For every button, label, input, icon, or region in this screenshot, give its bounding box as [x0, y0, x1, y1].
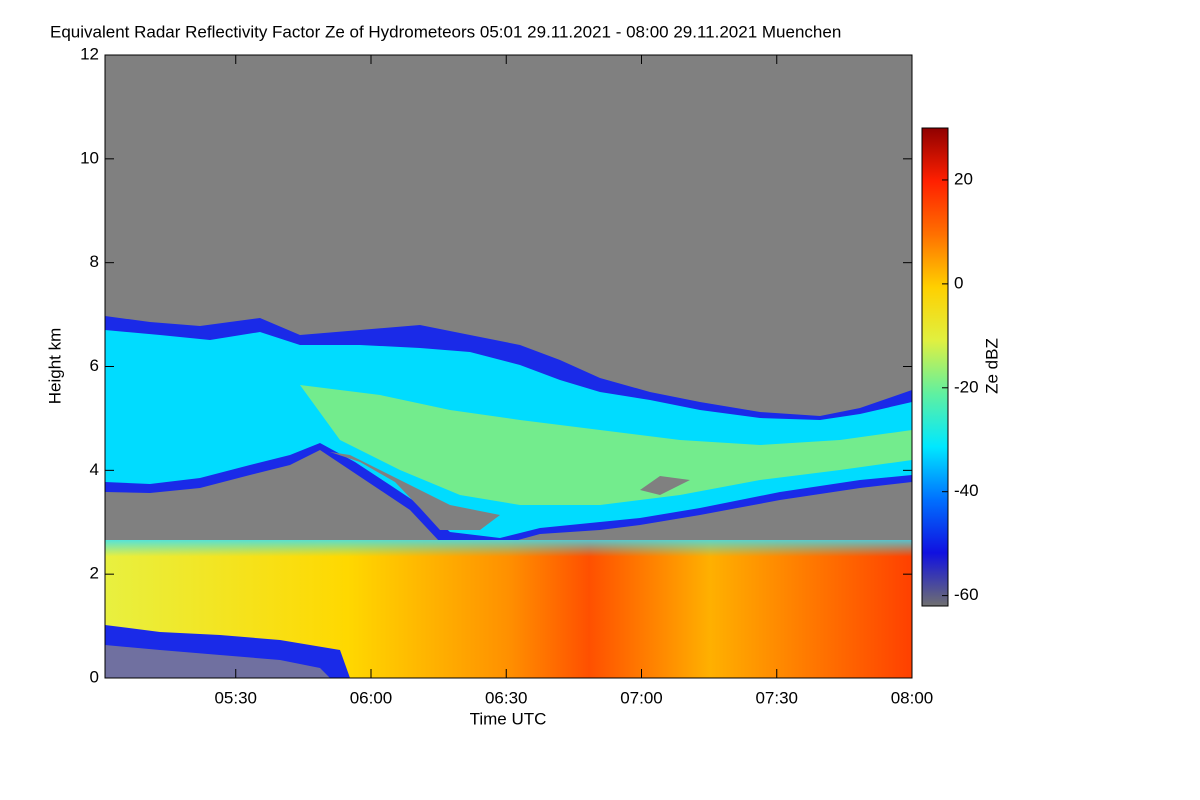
- colorbar: [921, 127, 949, 607]
- x-tick-label: 07:00: [620, 688, 663, 707]
- y-tick-label: 10: [80, 148, 99, 167]
- x-tick-label: 06:30: [485, 688, 528, 707]
- y-tick-label: 12: [80, 44, 99, 63]
- y-tick-label: 8: [90, 252, 99, 271]
- colorbar-tick-label: -60: [954, 585, 979, 604]
- y-axis-label: Height km: [45, 328, 64, 405]
- x-tick-label: 06:00: [350, 688, 393, 707]
- y-tick-label: 4: [90, 460, 99, 479]
- upper-cloud-core: [300, 385, 912, 505]
- colorbar-tick-label: 0: [954, 273, 963, 292]
- colorbar-label: Ze dBZ: [982, 338, 1001, 394]
- y-tick-label: 0: [90, 667, 99, 686]
- colorbar-tick-label: -40: [954, 481, 979, 500]
- y-tick-label: 6: [90, 356, 99, 375]
- lower-layer-base-gray: [105, 645, 330, 678]
- x-tick-label: 08:00: [891, 688, 934, 707]
- chart-title: Equivalent Radar Reflectivity Factor Ze …: [50, 22, 841, 41]
- cloud-gap: [330, 452, 500, 530]
- x-tick-label: 05:30: [214, 688, 257, 707]
- x-axis-label: Time UTC: [470, 709, 547, 728]
- y-tick-label: 2: [90, 564, 99, 583]
- colorbar-tick-label: 20: [954, 169, 973, 188]
- reflectivity-field: [105, 316, 912, 678]
- colorbar-tick-label: -20: [954, 377, 979, 396]
- x-tick-label: 07:30: [755, 688, 798, 707]
- cloud-gap-2: [640, 476, 690, 495]
